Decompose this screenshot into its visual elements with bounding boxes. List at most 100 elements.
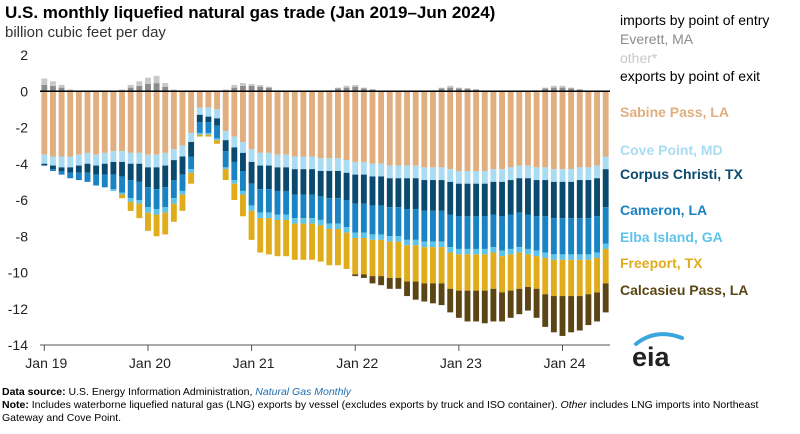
note-text-1: Includes waterborne liquefied natural ga… [31,399,558,411]
y-tick-label: -12 [8,301,28,317]
x-tick-label: Jan 20 [129,355,171,371]
bar-export-segment [559,296,566,336]
bar-export-segment [369,176,376,206]
bar-export-segment [473,183,480,217]
bar-export-segment [516,247,523,253]
bar-export-segment [170,180,177,199]
bar-import-segment [360,87,367,89]
bar-export-segment [481,171,488,184]
bar-export-segment [386,236,393,242]
data-source-label: Data source: [2,386,66,398]
bar-export-segment [196,91,203,108]
bar-export-segment [214,91,220,110]
bar-export-segment [75,154,82,166]
bar-export-segment [179,91,186,146]
bar-export-segment [67,167,74,173]
bar-export-segment [145,187,151,208]
bar-export-segment [412,165,419,179]
bar-export-segment [153,91,160,155]
bar-export-segment [438,91,445,168]
bar-export-segment [559,218,566,255]
bar-export-segment [309,169,315,195]
bar-export-segment [136,91,143,153]
bar-export-segment [110,174,117,190]
bar-export-segment [576,259,583,297]
bar-export-segment [395,207,402,237]
x-tick-label: Jan 23 [440,355,482,371]
bar-export-segment [594,252,600,258]
bar-export-segment [41,154,48,164]
bar-export-segment [447,247,454,253]
bar-export-segment [274,167,281,191]
bar-export-segment [395,236,402,242]
bar-import-segment [41,84,48,92]
bar-export-segment [222,167,229,170]
bar-export-segment [222,131,229,141]
bar-export-segment [360,203,367,233]
bar-export-segment [265,189,272,213]
legend-item-sabine-pass: Sabine Pass, LA [620,104,729,120]
bar-export-segment [214,125,220,139]
bar-export-segment [265,152,272,166]
bar-import-segment [231,84,238,88]
bar-export-segment [162,91,169,153]
natural-gas-monthly-link[interactable]: Natural Gas Monthly [255,386,352,398]
bar-export-segment [257,152,264,166]
bar-export-segment [386,165,393,179]
bar-export-segment [50,156,56,166]
bar-export-segment [352,203,359,233]
bar-export-segment [602,283,609,313]
bar-export-segment [395,241,402,278]
bar-export-segment [291,91,298,157]
bar-import-segment [447,85,454,88]
bar-export-segment [499,91,505,170]
bar-export-segment [404,209,410,240]
bar-export-segment [360,232,367,239]
bar-export-segment [136,200,143,204]
bar-export-segment [473,216,480,249]
bar-export-segment [343,227,350,233]
bar-export-segment [119,151,125,162]
bar-export-segment [291,194,298,219]
bar-import-segment [153,75,160,84]
bar-import-segment [542,88,549,92]
bar-export-segment [585,254,592,260]
bar-export-segment [507,290,514,318]
x-tick-label: Jan 24 [543,355,585,371]
bar-export-segment [525,214,531,249]
bar-export-segment [136,163,143,182]
bar-export-segment [438,283,445,306]
bar-export-segment [110,91,117,152]
bar-export-segment [525,165,531,179]
bar-export-segment [291,156,298,170]
bar-export-segment [153,154,160,168]
bar-export-segment [464,254,471,291]
bar-export-segment [568,296,575,333]
bar-export-segment [317,196,324,220]
legend-item-cove-point: Cove Point, MD [620,142,723,158]
bar-export-segment [214,138,220,141]
bar-import-segment [145,77,151,84]
bar-export-segment [248,161,255,184]
bar-export-segment [369,234,376,240]
bar-export-segment [386,91,393,166]
bar-export-segment [568,181,575,219]
bar-export-segment [326,198,333,224]
bar-import-segment [568,87,575,89]
eia-logo: eia [630,330,690,375]
bar-export-segment [170,198,177,204]
bar-export-segment [576,91,583,168]
bar-export-segment [50,91,56,157]
eia-logo-text: eia [632,342,671,372]
bar-export-segment [110,161,117,175]
bar-export-segment [240,152,246,172]
bar-export-segment [317,158,324,171]
bar-export-segment [568,218,575,255]
bar-import-segment [550,85,557,88]
bar-export-segment [265,91,272,153]
bar-export-segment [594,292,600,322]
bar-import-segment [343,85,350,88]
bar-export-segment [75,165,82,173]
bar-export-segment [602,156,609,170]
bar-import-segment [58,84,65,88]
